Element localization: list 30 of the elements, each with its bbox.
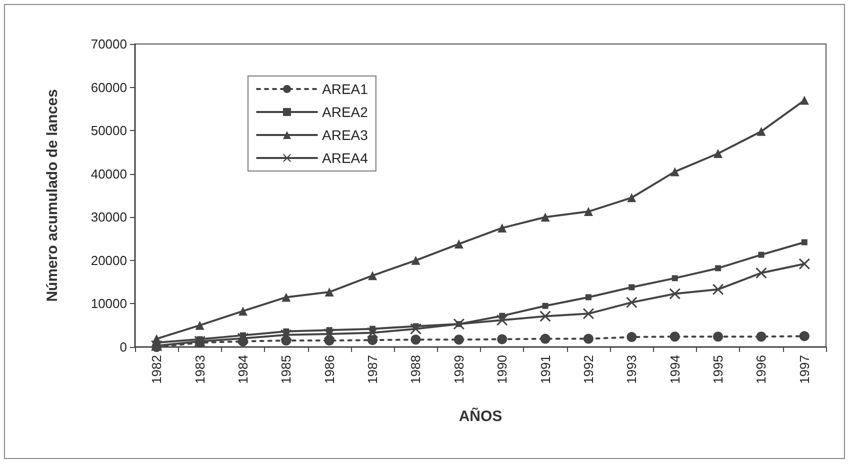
x-tick-label: 1983 <box>192 355 208 384</box>
x-tick-label: 1986 <box>322 355 337 384</box>
y-axis-title: Número acumulado de lances <box>44 89 61 302</box>
x-tick-label: 1997 <box>796 355 812 384</box>
x-tick-label: 1994 <box>667 355 682 384</box>
y-tick-label: 60000 <box>90 80 127 95</box>
x-tick-label: 1988 <box>408 355 424 384</box>
y-tick-label: 30000 <box>90 210 127 225</box>
y-tick-label: 40000 <box>90 166 127 182</box>
y-tick-label: 20000 <box>90 252 127 268</box>
x-tick-label: 1992 <box>580 355 596 384</box>
x-tick-label: 1995 <box>710 355 726 384</box>
x-tick-label: 1989 <box>451 355 466 384</box>
x-tick-label: 1990 <box>494 355 510 384</box>
x-tick-label: 1987 <box>365 355 380 384</box>
legend-label: AREA1 <box>322 81 368 97</box>
x-axis-title: AÑOS <box>458 407 502 425</box>
y-tick-label: 70000 <box>90 36 127 52</box>
legend-label: AREA2 <box>322 104 368 120</box>
y-tick-label: 0 <box>120 340 127 354</box>
y-tick-label: 50000 <box>90 123 127 138</box>
x-tick-label: 1991 <box>538 355 553 384</box>
x-tick-label: 1984 <box>235 355 250 384</box>
legend-label: AREA4 <box>322 150 368 166</box>
y-tick-label: 10000 <box>90 296 127 312</box>
x-tick-label: 1993 <box>624 355 640 384</box>
legend-label: AREA3 <box>322 127 368 143</box>
x-tick-label: 1985 <box>278 355 294 384</box>
x-tick-label: 1982 <box>149 355 164 384</box>
x-tick-label: 1996 <box>754 355 769 384</box>
